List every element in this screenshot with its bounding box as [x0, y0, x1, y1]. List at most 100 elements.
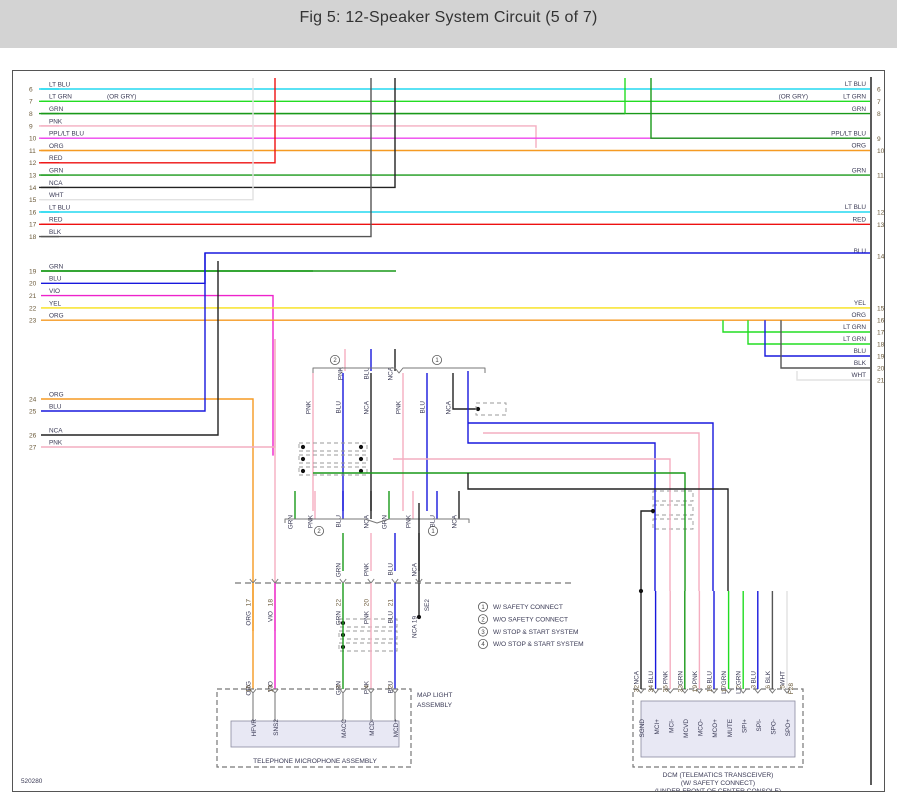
dcm-arrow-3	[754, 688, 762, 694]
map-light-pin-name-2: MCD+	[393, 719, 400, 738]
mic-se2-label: SE2	[424, 599, 431, 612]
dcm-arrow-5	[783, 688, 791, 694]
dcm-arrow-34	[652, 688, 660, 694]
wire-blk-18	[41, 78, 372, 238]
page-title: Fig 5: 12-Speaker System Circuit (5 of 7…	[299, 9, 598, 26]
right-pin-number-12: 12	[877, 210, 884, 217]
dcm-dashed-2	[652, 504, 694, 516]
wire-ltgrn-17	[722, 320, 870, 333]
dcm-pin-number-3: 3	[750, 685, 757, 689]
dashed-splice-c2	[338, 630, 398, 640]
legend-marker-4	[477, 639, 488, 650]
dcm-title-2: (W/ SAFETY CONNECT)	[681, 780, 755, 787]
left-pin-number-23: 23	[29, 318, 37, 325]
left-pin-number-15: 15	[29, 197, 37, 204]
left-wire-label-11: ORG	[49, 143, 64, 150]
left-wire-label-22: YEL	[49, 300, 62, 307]
mic-pin-number-22: 22	[336, 599, 343, 607]
left-wire-label-27: PNK	[49, 439, 63, 446]
left-pin-number-20: 20	[29, 281, 37, 288]
right-wire-label-9: PPL/LT BLU	[831, 130, 866, 137]
left-wire-label-23: ORG	[49, 313, 64, 320]
lower-marker-1-number: 1	[431, 529, 435, 535]
wire-red-12	[41, 78, 276, 164]
legend-marker-1-number: 1	[481, 605, 485, 611]
dashed-splice-a1	[298, 442, 368, 452]
dcm-wire-label-mco-: PNK	[692, 670, 699, 684]
splice2-label-0: PNK	[306, 400, 313, 414]
lsplice2-label-3: NCA	[364, 514, 371, 528]
wire-blu-25	[41, 253, 206, 412]
left-wire-label-6: LT BLU	[49, 81, 70, 88]
dcm-pin-name-mco+: MCO+	[712, 719, 719, 738]
wire-pnk-27	[41, 339, 276, 448]
dcm-arrow-18	[710, 688, 718, 694]
left-pin-number-13: 13	[29, 173, 37, 180]
dcm-arrow-17	[725, 688, 733, 694]
lsplice1-label-1: PNK	[406, 514, 413, 528]
wire-blk-20r	[780, 320, 870, 369]
dcm-arrow-33	[681, 688, 689, 694]
lsplice-out-label-1: PNK	[364, 562, 371, 576]
left-pin-number-25: 25	[29, 408, 37, 415]
dcm-pin-number-18: 18	[707, 685, 714, 693]
mic-arrow-se2	[415, 578, 423, 584]
splice-top-label-2: NCA	[388, 366, 395, 380]
left-wire-label-17: RED	[49, 217, 63, 224]
lower-marker-2-number: 2	[317, 529, 321, 535]
splice-dot-a1	[300, 444, 306, 450]
legend-marker-3-number: 3	[481, 630, 485, 636]
dcm-wire-label-mcvd: GRN	[677, 671, 684, 686]
dcm-blu2-run	[468, 422, 714, 591]
left-wire-label-10: PPL/LT BLU	[49, 131, 84, 138]
telephone-mic-inner-box	[230, 720, 400, 748]
dcm-mute-dot	[650, 508, 656, 514]
lsplice-out-label-2: BLU	[388, 563, 395, 576]
map-light-pin-number-15: 15	[246, 685, 253, 693]
right-wire-label-10: ORG	[851, 143, 866, 150]
dashed-splice-a2	[298, 454, 368, 464]
lsplice-out-label-0: GRN	[336, 563, 343, 578]
left-wire-label-9: PNK	[49, 118, 63, 125]
right-wire-label-16: ORG	[851, 312, 866, 319]
title-bar: Fig 5: 12-Speaker System Circuit (5 of 7…	[0, 0, 897, 48]
left-wire-label-21: VIO	[49, 288, 60, 295]
map-light-title-2: ASSEMBLY	[417, 702, 453, 709]
mic-upper-label-3: PNK	[364, 610, 371, 624]
dcm-wire-label-mci-: PNK	[663, 670, 670, 684]
mic-nca-label: NCA 19	[412, 616, 419, 638]
right-pin-number-6: 6	[877, 87, 881, 94]
left-pin-number-14: 14	[29, 185, 37, 192]
wire-wht-21r	[796, 371, 870, 381]
left-pin-number-8: 8	[29, 111, 33, 118]
left-pin-number-17: 17	[29, 222, 37, 229]
dcm-pin-name-mco-: MCO-	[698, 719, 705, 736]
dcm-wire-label-mco+: BLU	[707, 671, 714, 684]
lsplice1-label-3: NCA	[452, 514, 459, 528]
left-wire-note-7: (OR GRY)	[107, 94, 136, 101]
left-pin-number-11: 11	[29, 148, 36, 155]
splice2-label-2: NCA	[364, 400, 371, 414]
left-pin-number-27: 27	[29, 444, 37, 451]
left-pin-number-18: 18	[29, 234, 37, 241]
legend-text-1: W/ SAFETY CONNECT	[493, 604, 563, 611]
legend-marker-1	[477, 601, 488, 612]
splice-dot-b1	[358, 444, 364, 450]
upper-marker-2	[329, 354, 340, 365]
left-wire-label-24: ORG	[49, 391, 64, 398]
upper-marker-1	[431, 354, 442, 365]
dcm-pin-name-spi-: SPI-	[756, 719, 763, 731]
legend-marker-3	[477, 626, 488, 637]
left-pin-number-6: 6	[29, 86, 33, 93]
dcm-blu-run	[467, 371, 656, 591]
lsplice2-label-0: GRN	[288, 515, 295, 530]
left-wire-label-19: GRN	[49, 263, 64, 270]
dcm-inner-box	[640, 700, 796, 758]
dashed-splice-c1	[338, 618, 398, 628]
mic-upper-label-2: GRN	[336, 611, 343, 626]
dcm-grn-run	[313, 472, 686, 591]
splice2-label-1: BLU	[336, 401, 343, 414]
dcm-pin-number-35: 35	[663, 685, 670, 693]
map-light-pin-number-13: 13	[268, 685, 275, 693]
